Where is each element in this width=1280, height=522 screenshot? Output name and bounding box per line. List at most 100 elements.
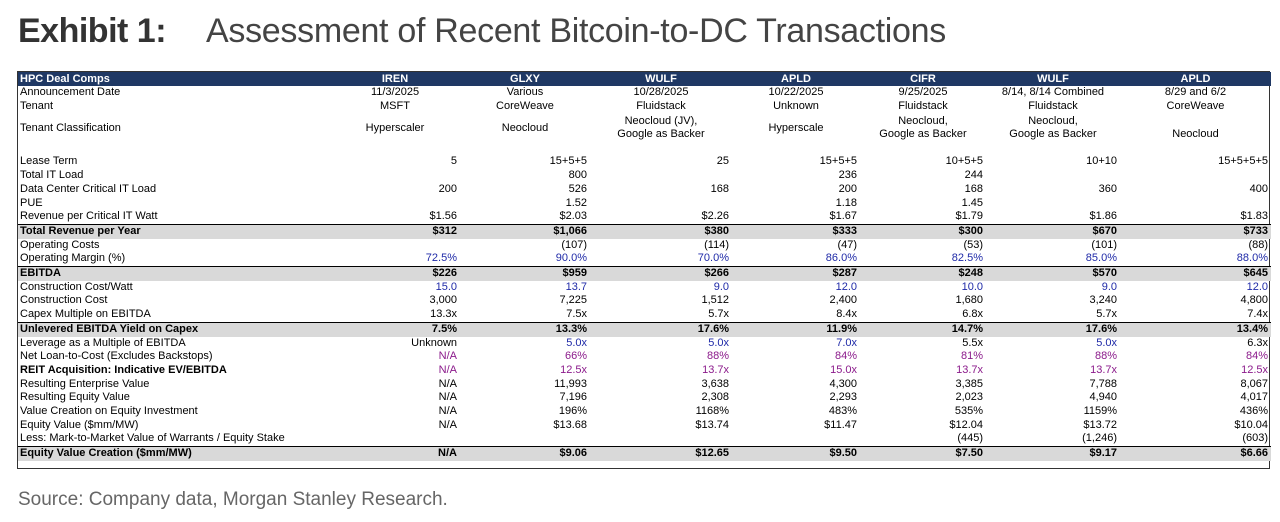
table-cell: (88) bbox=[1248, 238, 1268, 251]
table-row-equity-value-mw: Equity Value ($mm/MW) N/A $13.68 $13.74 $11.… bbox=[18, 419, 1271, 433]
table-cell: $9.50 bbox=[732, 446, 860, 461]
table-cell: 4,300 bbox=[829, 377, 857, 390]
table-cell: N/A bbox=[438, 391, 457, 404]
table-cell: 8,067 bbox=[1240, 377, 1268, 390]
table-cell: 15+5+5+5 bbox=[1218, 155, 1268, 168]
table-cell bbox=[330, 197, 460, 211]
table-cell: 7.5% bbox=[330, 321, 460, 337]
table-cell: 7,788 bbox=[1089, 377, 1117, 390]
table-row-resulting-ev: Resulting Enterprise Value N/A 11,993 3,638… bbox=[18, 378, 1271, 392]
table-cell: $670 bbox=[986, 223, 1120, 239]
table-cell: Neocloud bbox=[501, 121, 549, 134]
exhibit-title: Assessment of Recent Bitcoin-to-DC Trans… bbox=[206, 12, 946, 50]
table-cell: 10.0 bbox=[961, 280, 983, 293]
table-cell: 14.7% bbox=[860, 321, 986, 337]
table-cell: $1.83 bbox=[1240, 210, 1268, 223]
table-cell: Fluidstack bbox=[898, 99, 948, 112]
table-cell: Neocloud, Google as Backer bbox=[879, 115, 967, 141]
table-cell: 7.5x bbox=[566, 308, 587, 321]
table-cell: $1.79 bbox=[955, 210, 983, 223]
table-cell: 13.3% bbox=[460, 321, 590, 337]
table-cell: $13.72 bbox=[1083, 418, 1117, 431]
table-cell: $2.03 bbox=[559, 210, 587, 223]
deal-comps-table: HPC Deal Comps IREN GLXY WULF APLD CIFR WULF AP… bbox=[18, 72, 1271, 461]
table-cell: 70.0% bbox=[697, 252, 729, 265]
table-cell: 5.0x bbox=[1096, 336, 1117, 349]
table-cell bbox=[590, 169, 732, 183]
table-cell: 88% bbox=[706, 350, 729, 363]
table-row-announcement-date: Announcement Date 11/3/2025 Various 10/28/2… bbox=[18, 86, 1271, 100]
table-cell: 2,023 bbox=[955, 391, 983, 404]
table-cell: 15+5+5 bbox=[549, 155, 587, 168]
table-cell bbox=[1120, 197, 1271, 211]
table-row-dc-critical-it-load: Data Center Critical IT Load 200 526 168 200… bbox=[18, 183, 1271, 197]
table-row-net-ltc: Net Loan-to-Cost (Excludes Backstops) N/A… bbox=[18, 350, 1271, 364]
table-cell: 200 bbox=[438, 182, 457, 195]
table-cell: 12.0 bbox=[1246, 280, 1268, 293]
table-row-reit-acquisition: REIT Acquisition: Indicative EV/EBITDA N/… bbox=[18, 364, 1271, 378]
table-row-total-it-load: Total IT Load 800 236 244 bbox=[18, 169, 1271, 183]
row-label: Tenant Classification bbox=[20, 121, 121, 134]
table-cell: Neocloud (JV), Google as Backer bbox=[617, 115, 705, 141]
row-label: Less: Mark-to-Market Value of Warrants /… bbox=[20, 432, 285, 445]
table-cell: 15+5+5 bbox=[819, 155, 857, 168]
table-row-revenue-per-watt: Revenue per Critical IT Watt $1.56 $2.03 $2… bbox=[18, 210, 1271, 224]
table-cell: 2,293 bbox=[829, 391, 857, 404]
table-cell: 6.8x bbox=[962, 308, 983, 321]
table-row-construction-cost-watt: Construction Cost/Watt 15.0 13.7 9.0 12.0 10.… bbox=[18, 281, 1271, 295]
table-cell bbox=[986, 169, 1120, 183]
table-cell: $1.56 bbox=[429, 210, 457, 223]
table-cell: 400 bbox=[1249, 182, 1268, 195]
table-cell: 5.7x bbox=[1096, 308, 1117, 321]
table-cell: 3,385 bbox=[955, 377, 983, 390]
table-cell: $9.06 bbox=[460, 446, 590, 461]
table-cell: 15.0x bbox=[830, 363, 857, 376]
table-cell: 7,225 bbox=[559, 294, 587, 307]
header-ticker-cell: APLD bbox=[732, 72, 860, 86]
table-cell: 4,017 bbox=[1240, 391, 1268, 404]
table-cell bbox=[460, 432, 590, 446]
table-cell: $287 bbox=[732, 266, 860, 281]
table-cell: N/A bbox=[438, 350, 457, 363]
table-cell: 13.3x bbox=[430, 308, 457, 321]
table-cell: 5 bbox=[450, 155, 457, 168]
table-cell: $226 bbox=[330, 266, 460, 281]
row-label: Resulting Equity Value bbox=[20, 391, 130, 404]
table-cell: 168 bbox=[964, 182, 983, 195]
row-label: EBITDA bbox=[18, 266, 330, 281]
table-cell: $11.47 bbox=[824, 418, 857, 431]
header-ticker-cell: APLD bbox=[1120, 72, 1271, 86]
table-cell: (114) bbox=[704, 238, 729, 251]
table-cell bbox=[732, 432, 860, 446]
table-row-ebitda: EBITDA $226 $959 $266 $287 $248 $570 $645 bbox=[18, 266, 1271, 281]
table-cell: 5.0x bbox=[566, 336, 587, 349]
table-cell: (1,246) bbox=[1082, 432, 1117, 445]
table-cell bbox=[590, 432, 732, 446]
table-cell: N/A bbox=[438, 363, 457, 376]
table-cell: 8/14, 8/14 Combined bbox=[1001, 86, 1105, 98]
row-label: Operating Margin (%) bbox=[20, 252, 126, 265]
table-cell bbox=[330, 432, 460, 446]
table-cell: $266 bbox=[590, 266, 732, 281]
table-cell: $6.66 bbox=[1120, 446, 1271, 461]
table-cell: 7.4x bbox=[1247, 308, 1268, 321]
row-label: Lease Term bbox=[20, 155, 78, 168]
table-cell: $12.04 bbox=[949, 418, 983, 431]
header-ticker-cell: GLXY bbox=[460, 72, 590, 86]
table-cell: 12.5x bbox=[1241, 363, 1268, 376]
table-cell: $959 bbox=[460, 266, 590, 281]
table-cell: 15.0 bbox=[435, 280, 457, 293]
table-cell: 81% bbox=[960, 350, 983, 363]
table-cell: 90.0% bbox=[555, 252, 587, 265]
table-cell: 9.0 bbox=[1101, 280, 1117, 293]
row-label: Construction Cost bbox=[20, 294, 108, 307]
table-cell: 3,000 bbox=[429, 294, 457, 307]
table-row-resulting-equity: Resulting Equity Value N/A 7,196 2,308 2,293… bbox=[18, 391, 1271, 405]
table-cell: $13.74 bbox=[695, 418, 729, 431]
table-cell: 7.0x bbox=[836, 336, 857, 349]
row-label: Resulting Enterprise Value bbox=[20, 377, 150, 390]
table-cell: 2,308 bbox=[701, 391, 729, 404]
table-row-equity-value-creation: Equity Value Creation ($mm/MW) N/A $9.06 $1… bbox=[18, 446, 1271, 461]
table-cell: 86.0% bbox=[825, 252, 857, 265]
table-cell: (445) bbox=[957, 432, 983, 445]
